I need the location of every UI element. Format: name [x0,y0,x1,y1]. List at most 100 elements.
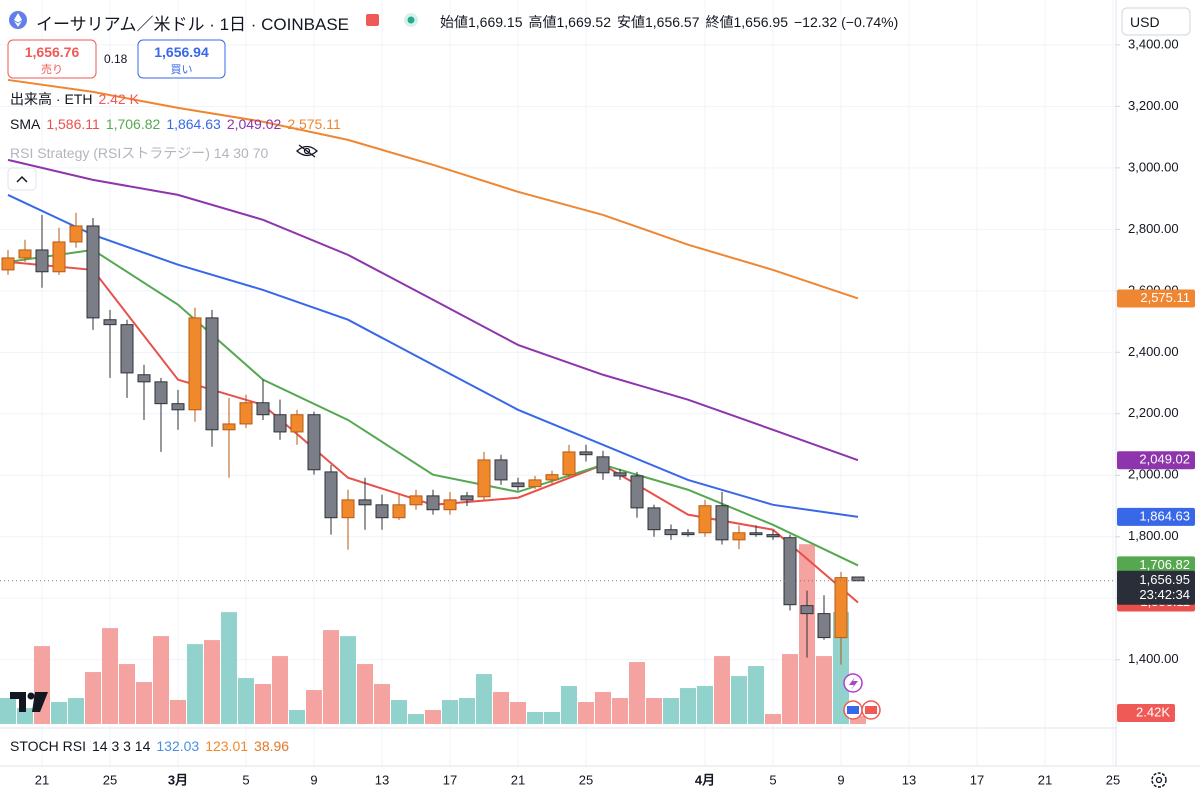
sma-price-tag-label: 2,575.11 [1140,290,1190,305]
sma-line [7,248,859,567]
stoch-rsi-value: 123.01 [205,738,249,754]
candle-body [426,495,440,511]
sma-legend-value: 2,049.02 [226,116,282,132]
x-tick-label: 21 [35,772,49,787]
candle-body [273,414,287,433]
y-tick-label: 1,800.00 [1128,528,1179,543]
sma-price-tag-label: 1,706.82 [1139,557,1190,572]
buy-label: 買い [170,64,193,76]
volume-bar [850,715,866,724]
volume-bar [714,656,730,724]
ohlc-label: 安値 [617,14,645,30]
candle-body [205,317,219,431]
volume-tag-label: 2.42K [1136,704,1170,719]
candle-body [630,475,644,509]
collapse-button[interactable] [7,167,37,191]
candle-body [596,456,610,474]
stoch-rsi-legend: STOCH RSI 14 3 3 14 132.03 123.01 38.96 [10,738,295,754]
sma-legend-value: 2,575.11 [287,116,341,132]
volume-bar [646,698,662,724]
logo-slash [32,692,48,712]
volume-bar [187,644,203,724]
candle-body [783,537,797,606]
volume-bar [544,712,560,724]
flag-icon[interactable] [366,14,379,26]
candle-body [86,225,100,319]
flag-glyph [865,706,877,714]
sma-price-tag-label: 1,864.63 [1139,508,1190,523]
hide-icon-pupil [303,147,311,155]
volume-bar [595,692,611,724]
candle-body [392,504,406,519]
candle-body [732,532,746,541]
volume-bar [476,674,492,724]
ohlc-value: 1,669.52 [556,14,612,30]
volume-bar [306,690,322,724]
sma-legend-value: 1,586.11 [46,116,100,132]
settings-icon[interactable] [1151,772,1167,788]
ohlc-label: 始値 [440,14,468,30]
volume-legend-name: 出来高 · ETH [10,91,93,107]
candle-body [324,471,338,519]
candle-body [562,451,576,476]
volume-bar [68,698,84,724]
stoch-rsi-value: 132.03 [156,738,200,754]
candle-body [681,532,695,536]
plot-area [0,0,1116,766]
volume-bar [391,700,407,724]
x-tick-label: 17 [443,772,457,787]
symbol-title: イーサリアム／米ドル · 1日 · COINBASE [36,15,349,34]
volume-bar [782,654,798,724]
ohlc-label: 終値 [705,14,734,30]
sell-button[interactable] [7,39,97,79]
candle-body [137,374,151,383]
sell-label: 売り [41,64,63,76]
candle-body [256,402,270,416]
event-icon-glyph [849,677,858,690]
currency-dropdown[interactable] [1121,7,1191,36]
candle-body [851,576,865,582]
candle-body [511,482,525,488]
candle-body [409,495,423,506]
hide-icon-slash [298,144,316,158]
sma-line [7,194,859,518]
volume-bar [136,682,152,724]
volume-bar [221,612,237,724]
volume-bar [442,700,458,724]
logo-dot [27,692,35,700]
candle-body [494,459,508,481]
buy-button[interactable] [137,39,226,79]
volume-bar [272,656,288,724]
volume-bar [680,688,696,724]
volume-bar [425,710,441,724]
candle-body [103,319,117,326]
stoch-rsi-name: STOCH RSI [10,738,86,754]
y-tick-label: 3,000.00 [1128,159,1179,174]
sma-line [7,78,859,300]
y-tick-label: 2,000.00 [1128,467,1179,482]
volume-bar [697,686,713,724]
candle-body [188,317,202,411]
flag-glyph [847,706,859,714]
candle-body [460,495,474,501]
sma-legend-value: 1,706.82 [105,116,161,132]
candle-body [358,499,372,506]
candle-body [715,505,729,541]
sma-price-tag [1117,451,1195,470]
logo [10,692,26,712]
ohlc-label: 高値 [528,14,557,30]
y-tick-label: 2,800.00 [1128,221,1179,236]
volume-bar [731,676,747,724]
volume-bar [119,664,135,724]
y-tick-label: 2,200.00 [1128,405,1179,420]
x-tick-label: 25 [1106,772,1120,787]
sma-price-tag-label: 2,049.02 [1139,452,1190,467]
last-price-tag [1117,570,1195,605]
volume-bar [459,698,475,724]
candle-body [579,451,593,456]
volume-bar [765,714,781,724]
volume-legend-value: 2.42 K [98,91,139,107]
currency-label[interactable]: USD [1130,14,1160,30]
x-tick-label: 9 [837,772,844,787]
